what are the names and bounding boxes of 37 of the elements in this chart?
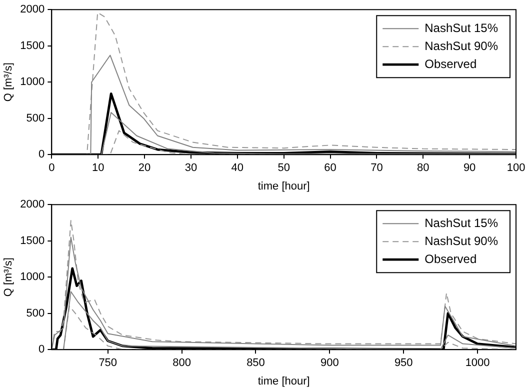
x-tick-label: 0 <box>48 162 55 174</box>
x-tick-label: 70 <box>370 162 383 174</box>
y-tick-label: 500 <box>26 112 45 124</box>
x-tick-label: 950 <box>394 357 413 370</box>
legend-label: NashSut 15% <box>424 20 498 35</box>
x-tick-label: 100 <box>506 162 526 174</box>
x-tick-label: 40 <box>231 162 244 174</box>
x-tick-label: 30 <box>184 162 198 174</box>
x-tick-label: 1000 <box>465 357 490 370</box>
x-tick-label: 90 <box>463 162 476 174</box>
y-tick-label: 2000 <box>20 4 45 16</box>
legend-label: NashSut 90% <box>424 38 498 53</box>
x-axis-title: time [hour] <box>258 180 310 192</box>
y-tick-label: 2000 <box>20 198 45 211</box>
x-tick-label: 20 <box>138 162 151 174</box>
x-tick-label: 60 <box>324 162 336 174</box>
y-axis-title: Q [m³/s] <box>2 62 15 102</box>
y-tick-label: 1500 <box>20 234 45 247</box>
y-tick-label: 1000 <box>20 271 45 284</box>
y-tick-label: 1500 <box>20 40 45 52</box>
x-tick-label: 50 <box>278 162 290 174</box>
legend-label: Observed <box>424 56 477 71</box>
y-tick-label: 0 <box>38 148 45 161</box>
y-tick-label: 0 <box>38 344 45 356</box>
x-tick-label: 10 <box>92 162 104 174</box>
x-tick-label: 750 <box>98 357 118 370</box>
x-tick-label: 800 <box>172 357 191 370</box>
x-tick-label: 900 <box>320 357 339 370</box>
x-tick-label: 850 <box>246 357 265 370</box>
x-axis-title: time [hour] <box>258 375 310 388</box>
x-tick-label: 80 <box>417 162 430 174</box>
legend-label: NashSut 15% <box>424 216 498 230</box>
y-tick-label: 1000 <box>20 76 45 88</box>
legend-label: Observed <box>424 252 477 266</box>
y-tick-label: 500 <box>26 307 45 320</box>
y-axis-title: Q [m³/s] <box>2 258 15 297</box>
legend-label: NashSut 90% <box>424 234 498 248</box>
